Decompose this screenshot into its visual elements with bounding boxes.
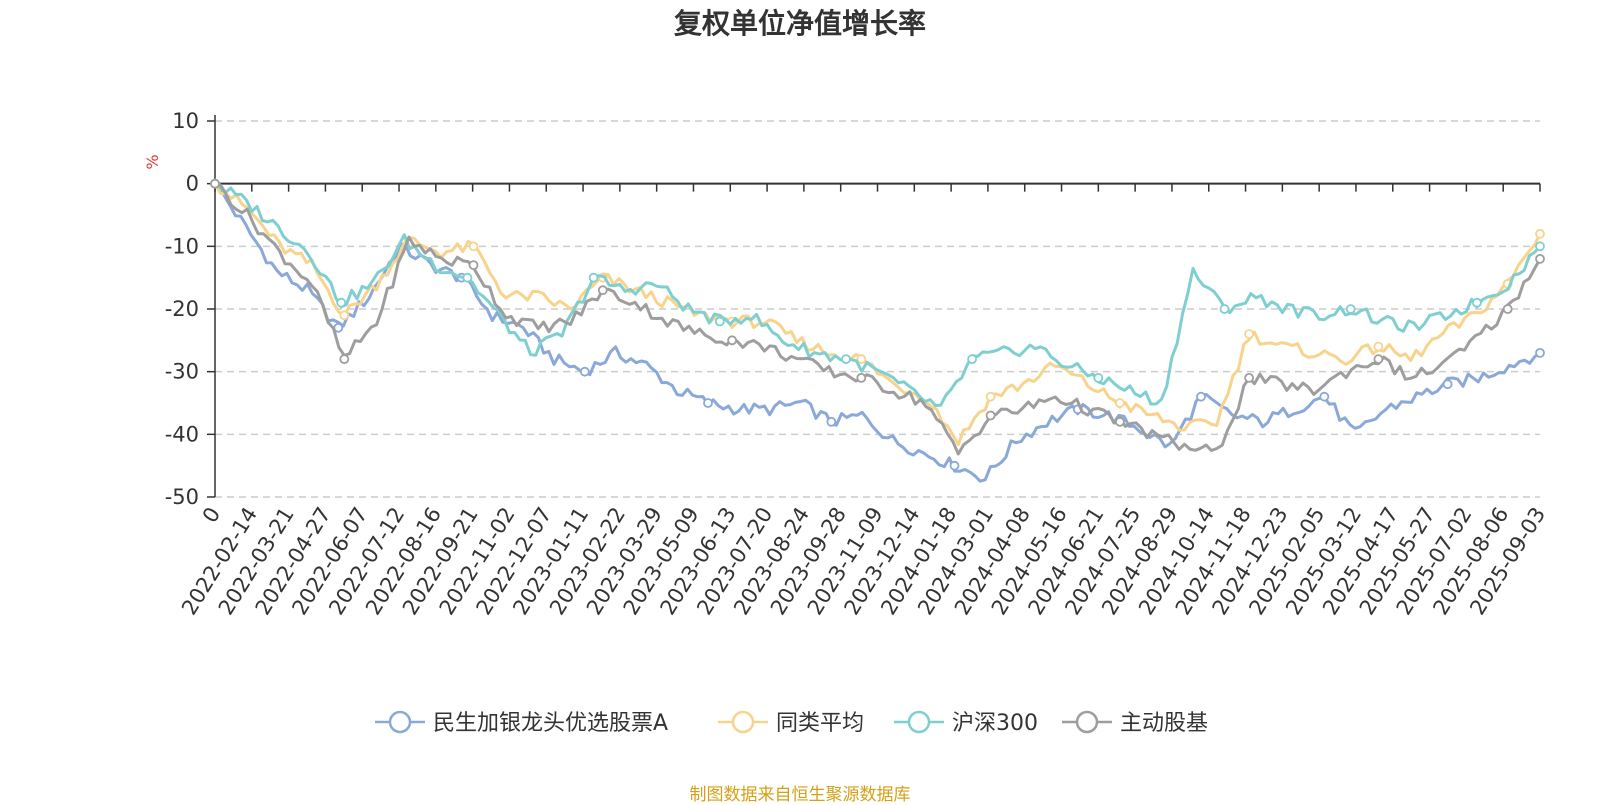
legend-item[interactable]: 民生加银龙头优选股票A	[375, 710, 668, 736]
legend-item[interactable]: 同类平均	[718, 710, 864, 736]
data-point	[1535, 241, 1545, 252]
data-point	[856, 354, 867, 365]
data-point	[462, 272, 473, 283]
data-point	[985, 391, 996, 402]
x-tick-label: 0	[198, 503, 225, 527]
data-point	[210, 178, 220, 189]
legend-label: 民生加银龙头优选股票A	[433, 711, 668, 736]
data-point	[1373, 341, 1384, 352]
y-tick-label: -10	[165, 234, 199, 258]
data-point	[1502, 304, 1513, 314]
data-point	[1196, 391, 1206, 402]
data-point	[1115, 416, 1125, 427]
data-point	[1219, 304, 1230, 314]
data-point	[468, 260, 479, 271]
data-point	[703, 398, 713, 408]
data-point	[597, 285, 608, 296]
data-point	[1115, 398, 1125, 408]
series-line	[214, 182, 1542, 456]
data-point	[1535, 228, 1545, 239]
legend-marker-icon	[907, 710, 931, 734]
data-point	[1442, 379, 1453, 390]
data-point	[468, 241, 479, 252]
data-point	[1535, 347, 1545, 358]
legend-item[interactable]: 沪深300	[894, 710, 1038, 736]
legend-label: 同类平均	[776, 711, 864, 736]
legend-marker-icon	[1075, 710, 1099, 734]
data-point	[949, 460, 960, 471]
data-point	[339, 310, 350, 321]
series-line	[213, 182, 1542, 447]
data-point	[841, 354, 851, 365]
legend-label: 沪深300	[952, 711, 1038, 736]
legend[interactable]: 民生加银龙头优选股票A 同类平均 沪深300 主动股基	[375, 710, 1208, 736]
data-point	[727, 335, 737, 346]
data-point	[1345, 304, 1356, 314]
data-point	[967, 354, 977, 365]
legend-label: 主动股基	[1120, 711, 1208, 736]
legend-marker-icon	[731, 710, 755, 734]
source-note: 制图数据来自恒生聚源数据库	[689, 785, 911, 805]
data-point	[1472, 297, 1482, 308]
data-point	[1244, 329, 1254, 340]
series-line	[214, 182, 1541, 483]
y-tick-label: -20	[165, 297, 199, 321]
data-point	[588, 272, 599, 283]
chart-title: 复权单位净值增长率	[673, 7, 926, 40]
data-point	[856, 372, 867, 383]
data-point	[1373, 354, 1384, 365]
data-point	[1535, 253, 1545, 264]
y-tick-label: -50	[165, 485, 199, 509]
data-point	[714, 316, 725, 327]
series-lines	[210, 178, 1545, 483]
legend-item[interactable]: 主动股基	[1062, 710, 1208, 736]
data-point	[1093, 372, 1104, 383]
axes: 100-10-20-30-40-50%02022-02-142022-03-21…	[143, 109, 1550, 619]
y-tick-label: 10	[172, 109, 199, 133]
y-axis-label: %	[143, 154, 162, 169]
data-point	[579, 366, 590, 377]
y-tick-label: 0	[186, 172, 199, 196]
legend-marker-icon	[388, 710, 412, 734]
data-point	[985, 410, 996, 421]
data-point	[1319, 391, 1330, 402]
series-line	[214, 182, 1542, 407]
data-point	[826, 416, 837, 427]
line-chart: 100-10-20-30-40-50%02022-02-142022-03-21…	[143, 109, 1550, 736]
y-tick-label: -40	[165, 422, 199, 446]
data-point	[1244, 372, 1254, 383]
y-tick-label: -30	[165, 360, 199, 384]
data-point	[336, 297, 347, 308]
data-point	[339, 354, 350, 365]
